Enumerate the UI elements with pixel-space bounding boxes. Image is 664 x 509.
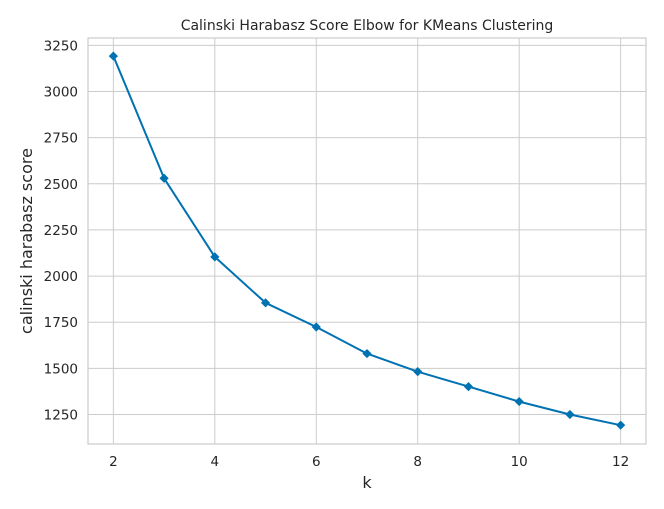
y-tick-labels: 1250 1500 1750 2000 2250 2500 2750 3000 3250 [44,38,78,423]
y-axis-label: calinski harabasz score [17,148,36,334]
data-point-diamond-icon [514,396,524,407]
x-tick-label: 8 [413,454,422,470]
data-point-diamond-icon [260,298,271,308]
y-tick-label: 2500 [44,177,78,193]
data-point-diamond-icon [210,252,220,262]
chart-title: Calinski Harabasz Score Elbow for KMeans… [181,18,554,34]
x-tick-label: 6 [312,454,321,470]
x-tick-label: 2 [109,454,118,470]
plot-background [88,38,646,444]
x-tick-labels: 2 4 6 8 10 12 [109,454,629,470]
grid [88,38,646,444]
data-point-diamond-icon [565,409,575,420]
x-axis-label: k [362,473,372,492]
series-group [108,51,626,430]
data-point-diamond-icon [362,348,372,359]
plot-frame [87,37,647,445]
x-tick-label: 10 [511,454,528,470]
y-tick-label: 2000 [44,269,78,285]
data-point-diamond-icon [413,367,423,377]
y-tick-label: 3000 [44,85,78,101]
y-tick-label: 1500 [44,361,78,377]
data-point-diamond-icon [463,382,474,392]
y-tick-label: 1250 [44,407,78,423]
x-tick-label: 4 [211,454,220,470]
y-tick-label: 2250 [44,223,78,239]
y-tick-label: 3250 [44,38,78,54]
y-tick-label: 1750 [44,315,78,331]
y-tick-label: 2750 [44,131,78,147]
data-point-diamond-icon [311,322,321,332]
data-point-diamond-icon [159,173,169,183]
x-tick-label: 12 [612,454,629,470]
data-point-diamond-icon [616,420,626,430]
data-point-diamond-icon [108,51,118,61]
